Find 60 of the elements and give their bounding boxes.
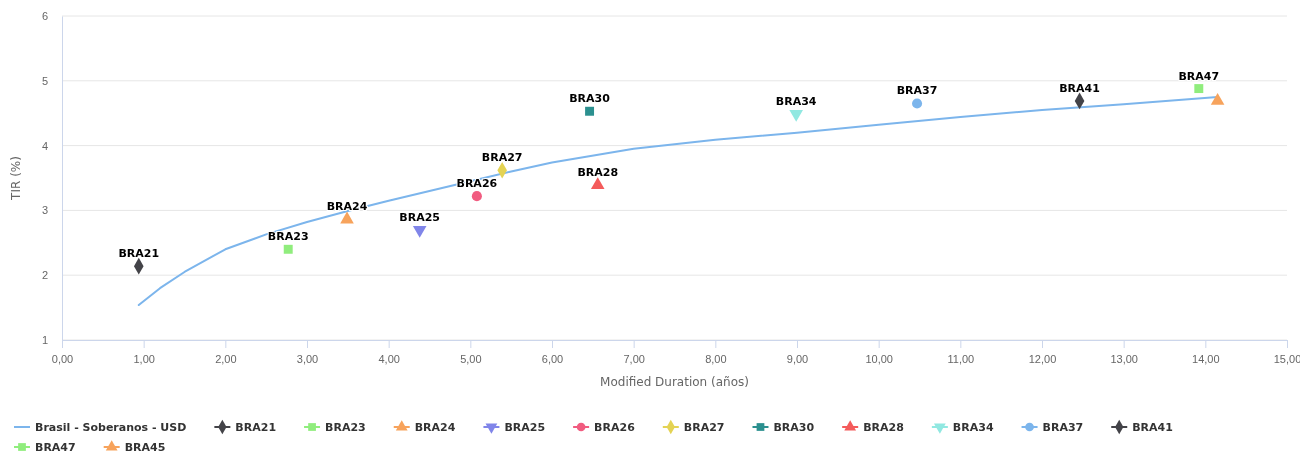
x-tick-label: 3,00 xyxy=(296,353,319,366)
x-tick-label: 6,00 xyxy=(541,353,564,366)
x-tick-label: 10,00 xyxy=(865,353,893,366)
x-tick-label: 1,00 xyxy=(133,353,155,366)
legend-label: BRA41 xyxy=(1132,421,1173,434)
legend-label: BRA26 xyxy=(594,421,636,434)
x-tick-label: 0,00 xyxy=(51,353,74,366)
x-tick-label: 13,00 xyxy=(1110,353,1138,366)
data-label: BRA21 xyxy=(118,247,160,261)
legend-label: BRA30 xyxy=(773,421,815,434)
data-label: BRA26 xyxy=(456,177,498,191)
data-label: BRA47 xyxy=(1178,69,1220,83)
point xyxy=(1194,84,1204,94)
legend-label: BRA37 xyxy=(1042,421,1084,434)
x-tick-label: 8,00 xyxy=(705,353,727,366)
point xyxy=(590,177,605,190)
data-label: BRA30 xyxy=(569,92,611,106)
legend-label: BRA25 xyxy=(504,421,546,434)
x-tick-label: 5,00 xyxy=(460,353,482,366)
y-tick-label: 3 xyxy=(41,204,48,217)
legend-label: Brasil - Soberanos - USD xyxy=(35,421,187,434)
x-tick-label: 2,00 xyxy=(215,353,237,366)
y-tick-label: 1 xyxy=(41,334,48,347)
x-tick-label: 9,00 xyxy=(786,353,809,366)
data-label: BRA41 xyxy=(1059,81,1100,95)
y-tick-label: 2 xyxy=(41,269,48,282)
point xyxy=(283,244,293,254)
legend-label: BRA47 xyxy=(35,441,76,454)
y-tick-label: 4 xyxy=(41,139,48,152)
y-tick-label: 6 xyxy=(41,10,48,23)
legend-label: BRA21 xyxy=(235,421,277,434)
x-tick-label: 11,00 xyxy=(947,353,975,366)
y-tick-label: 5 xyxy=(41,74,48,87)
point xyxy=(585,106,595,116)
data-label: BRA25 xyxy=(399,210,441,224)
point xyxy=(412,225,427,238)
data-label: BRA34 xyxy=(775,94,817,108)
data-label: BRA23 xyxy=(267,230,309,244)
point xyxy=(340,211,354,224)
point xyxy=(1210,93,1225,105)
x-tick-label: 12,00 xyxy=(1028,353,1057,366)
legend-label: BRA28 xyxy=(863,421,904,434)
legend-label: BRA34 xyxy=(952,421,994,434)
y-axis-title: TIR (%) xyxy=(9,156,23,201)
data-label: BRA27 xyxy=(481,151,523,165)
data-label: BRA28 xyxy=(577,166,619,180)
data-label: BRA37 xyxy=(896,84,938,98)
x-tick-label: 15,00 xyxy=(1273,353,1300,366)
x-tick-label: 7,00 xyxy=(623,353,645,366)
x-axis-title: Modified Duration (años) xyxy=(600,375,749,389)
point xyxy=(471,191,482,202)
legend-label: BRA45 xyxy=(124,441,166,454)
x-tick-label: 4,00 xyxy=(378,353,400,366)
point xyxy=(912,98,923,109)
x-tick-label: 14,00 xyxy=(1192,353,1220,366)
legend-label: BRA23 xyxy=(325,421,366,434)
data-label: BRA24 xyxy=(326,200,368,214)
point xyxy=(789,109,803,122)
legend-label: BRA24 xyxy=(414,421,456,434)
legend-label: BRA27 xyxy=(683,421,725,434)
